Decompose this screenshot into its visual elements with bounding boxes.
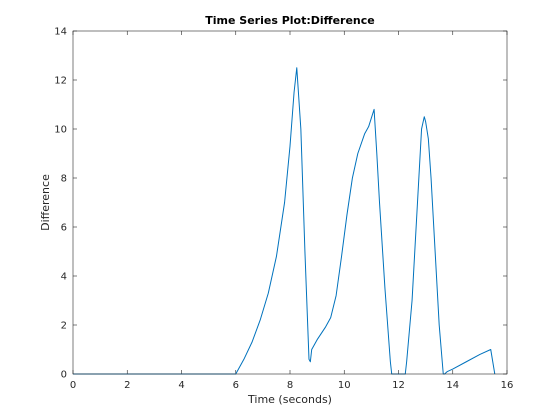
- series-line: [73, 67, 496, 375]
- series-layer: [73, 67, 496, 375]
- chart-title: Time Series Plot:Difference: [205, 14, 374, 27]
- x-tick-label: 8: [287, 380, 293, 391]
- x-tick-label: 4: [178, 380, 184, 391]
- x-tick-label: 12: [392, 380, 405, 391]
- x-tick-label: 0: [70, 380, 76, 391]
- y-tick-label: 10: [54, 125, 67, 136]
- y-tick-label: 14: [54, 27, 67, 38]
- x-tick-label: 14: [446, 380, 459, 391]
- x-tick-label: 16: [501, 380, 514, 391]
- x-tick-label: 6: [233, 380, 239, 391]
- axes-box: [72, 30, 508, 375]
- axes-background: [73, 31, 507, 374]
- y-tick-label: 4: [61, 272, 67, 283]
- y-tick-label: 12: [54, 76, 67, 87]
- y-axis-title: Difference: [39, 174, 52, 231]
- y-tick-label: 0: [61, 370, 67, 381]
- x-axis-title: Time (seconds): [247, 393, 332, 406]
- y-tick-label: 6: [61, 223, 67, 234]
- x-tick-label: 2: [124, 380, 130, 391]
- y-tick-label: 8: [61, 174, 67, 185]
- x-tick-label: 10: [338, 380, 351, 391]
- y-tick-label: 2: [61, 321, 67, 332]
